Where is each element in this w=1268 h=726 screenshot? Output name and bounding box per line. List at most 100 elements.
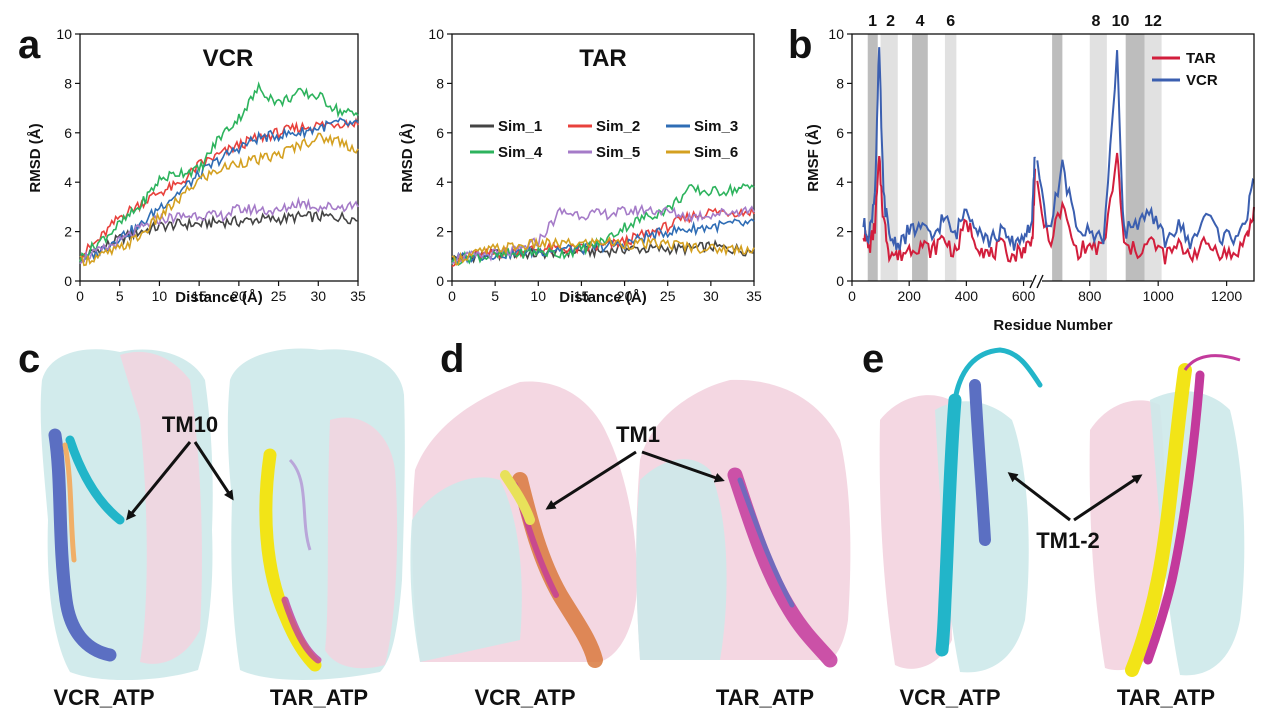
tm-region-number: 10	[1112, 13, 1130, 30]
legend-label: Sim_1	[498, 118, 542, 135]
plot-frame	[851, 33, 1255, 282]
y-tick-label: 4	[836, 174, 844, 190]
protein-surface-right-pink	[325, 417, 398, 669]
y-tick-label: 0	[836, 273, 844, 289]
tm-arrow-right	[641, 450, 725, 483]
y-tick-label: 2	[436, 224, 444, 240]
loop-right-top	[1183, 354, 1241, 371]
legend-label: Sim_5	[596, 144, 640, 161]
tm-region-band	[1125, 34, 1145, 281]
legend: Sim_1 Sim_2 Sim_3 Sim_4 Sim_5 Sim_6	[470, 118, 738, 161]
chart-title: VCR	[203, 45, 254, 72]
x-tick-label: 5	[491, 288, 499, 304]
structure-panel-c: TM10 VCR_ATP TAR_ATP	[40, 348, 405, 710]
plot-frame	[79, 33, 359, 282]
y-axis-label: RMSF (Å)	[805, 124, 822, 192]
x-tick-label: 25	[660, 288, 676, 304]
y-axis-label: RMSD (Å)	[399, 123, 416, 192]
structure-panel-d: TM1 VCR_ATP TAR_ATP	[410, 379, 851, 710]
y-tick-label: 10	[828, 26, 844, 42]
series-line-vcr	[862, 47, 1036, 251]
helix-left-blue	[48, 428, 117, 662]
x-tick-label: 30	[310, 288, 326, 304]
caption-right: TAR_ATP	[270, 685, 368, 710]
rmsd-chart-vcr: 0 5 10 15 20 25 30 35 0 2 4 6 8 10 VCR Distance (Å) R…	[27, 26, 366, 306]
helix-left-blue	[969, 379, 991, 546]
y-tick-label: 6	[64, 125, 72, 141]
structure-panel-e: TM1-2 VCR_ATP TAR_ATP	[879, 347, 1245, 710]
protein-surface-left-cyan	[410, 477, 522, 662]
legend-label: Sim_2	[596, 118, 640, 135]
legend-label: TAR	[1186, 50, 1216, 67]
series-line-sim-6	[451, 236, 755, 266]
x-tick-label: 400	[955, 288, 979, 304]
y-tick-label: 8	[64, 75, 72, 91]
x-tick-label: 35	[746, 288, 762, 304]
x-tick-label: 15	[574, 288, 590, 304]
tm-arrow-left	[545, 450, 637, 510]
x-tick-label: 30	[703, 288, 719, 304]
tm-region-number: 12	[1144, 13, 1162, 30]
series-line-sim-4	[79, 81, 359, 263]
y-tick-label: 6	[436, 125, 444, 141]
panel-label-a: a	[18, 23, 41, 67]
legend-label: Sim_4	[498, 144, 543, 161]
x-tick-label: 1000	[1143, 288, 1174, 304]
x-tick-label: 15	[191, 288, 207, 304]
x-tick-label: 10	[530, 288, 546, 304]
legend-label: Sim_3	[694, 118, 738, 135]
y-tick-label: 0	[64, 273, 72, 289]
helix-left-cyan	[65, 435, 125, 525]
legend-label: VCR	[1186, 72, 1218, 89]
helix-right-magenta	[1143, 370, 1205, 665]
x-axis-label: Residue Number	[993, 317, 1112, 334]
y-tick-label: 10	[56, 26, 72, 42]
caption-right: TAR_ATP	[1117, 685, 1215, 710]
helix-right-yellow	[259, 448, 322, 672]
y-tick-label: 10	[428, 26, 444, 42]
tm-region-number: 6	[946, 13, 955, 30]
protein-surface-right-cyan	[636, 459, 727, 660]
protein-surface-left-pink	[879, 395, 953, 669]
x-tick-label: 25	[271, 288, 287, 304]
tm-arrow-right	[1073, 474, 1143, 522]
helix-right-inner	[737, 477, 795, 608]
helix-left-top	[952, 347, 1043, 403]
tm-region-band	[1089, 34, 1107, 281]
x-tick-label: 800	[1078, 288, 1102, 304]
series-line-vcr	[1036, 50, 1255, 250]
y-tick-label: 4	[436, 174, 444, 190]
legend-label: Sim_6	[694, 144, 738, 161]
loop-right	[288, 458, 312, 551]
y-tick-label: 8	[836, 75, 844, 91]
tm-region-band	[1052, 34, 1063, 281]
x-tick-label: 0	[448, 288, 456, 304]
y-tick-label: 4	[64, 174, 72, 190]
x-tick-label: 200	[898, 288, 922, 304]
helix-right-magenta	[281, 596, 322, 664]
protein-surface-left-pink	[120, 351, 202, 664]
series-line-tar	[1036, 152, 1255, 265]
panel-label-d: d	[440, 337, 464, 381]
series-line-sim-3	[451, 218, 755, 264]
tm-region-number: 8	[1091, 13, 1100, 30]
tm-annotation: TM1-2	[1036, 528, 1100, 553]
tm-annotation: TM1	[616, 422, 660, 447]
helix-left-cyan	[935, 393, 962, 657]
y-axis-label: RMSD (Å)	[27, 123, 44, 192]
x-tick-label: 1200	[1211, 288, 1242, 304]
caption-right: TAR_ATP	[716, 685, 814, 710]
tm-annotation: TM10	[162, 412, 218, 437]
series-line-sim-4	[451, 182, 755, 266]
series-line-sim-5	[79, 196, 359, 265]
tm-region-band	[944, 34, 957, 281]
chart-title: TAR	[579, 45, 627, 72]
x-tick-label: 20	[231, 288, 247, 304]
x-tick-label: 600	[1012, 288, 1036, 304]
x-axis-label: Distance (Å)	[175, 289, 263, 306]
tm-region-number: 2	[886, 13, 895, 30]
series-line-tar	[862, 155, 1036, 264]
helix-right	[727, 467, 838, 668]
panel-label-b: b	[788, 23, 812, 67]
